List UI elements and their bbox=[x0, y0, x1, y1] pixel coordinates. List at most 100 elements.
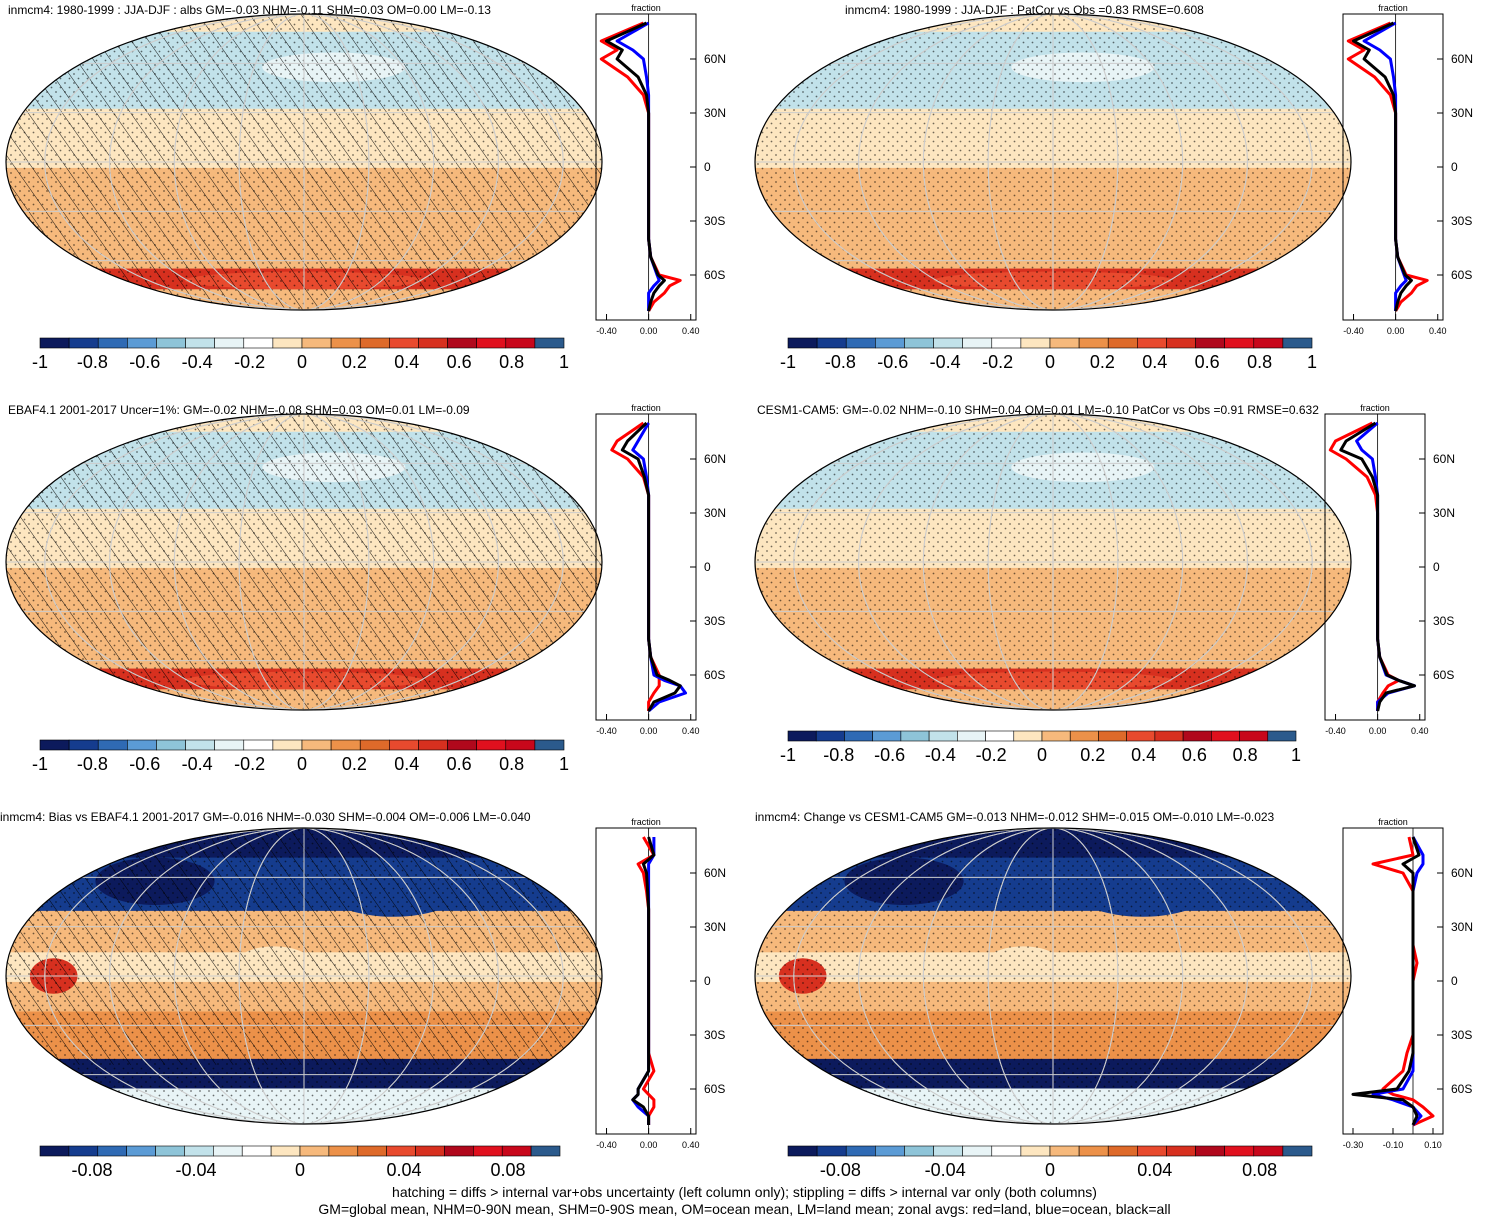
colorbar-tick-label: 0 bbox=[1045, 1160, 1055, 1180]
colorbar-swatch bbox=[788, 338, 817, 348]
colorbar-swatch bbox=[1050, 338, 1079, 348]
colorbar-swatch bbox=[477, 740, 506, 750]
map bbox=[755, 14, 1351, 311]
lat-tick-label: 0 bbox=[1451, 974, 1458, 988]
colorbar-tick-label: -0.2 bbox=[982, 352, 1013, 372]
x-tick-label: 0.40 bbox=[682, 1140, 700, 1150]
colorbar-swatch bbox=[156, 740, 185, 750]
zonal-xlabel: fraction bbox=[631, 817, 661, 827]
panel-title: EBAF4.1 2001-2017 Uncer=1%: GM=-0.02 NHM… bbox=[8, 403, 470, 417]
colorbar-swatch bbox=[156, 1146, 185, 1156]
lat-tick-label: 0 bbox=[704, 560, 711, 574]
colorbar-swatch bbox=[788, 1146, 817, 1156]
lat-tick-label: 60S bbox=[704, 1082, 725, 1096]
panel-4: CESM1-CAM5: GM=-0.02 NHM=-0.10 SHM=0.04 … bbox=[755, 403, 1455, 765]
zonal-plot-frame bbox=[1343, 14, 1443, 320]
lat-tick-label: 60N bbox=[1433, 452, 1455, 466]
lat-tick-label: 60S bbox=[1451, 268, 1472, 282]
colorbar-swatch bbox=[302, 338, 331, 348]
colorbar-tick-label: 1 bbox=[559, 754, 569, 774]
map bbox=[6, 828, 602, 1125]
zonal-xlabel: fraction bbox=[631, 403, 661, 413]
colorbar-tick-label: -1 bbox=[32, 352, 48, 372]
x-tick-label: 0.10 bbox=[1424, 1140, 1442, 1150]
lat-tick-label: 30N bbox=[704, 506, 726, 520]
lat-tick-label: 30S bbox=[704, 614, 725, 628]
colorbar-swatch bbox=[817, 1146, 846, 1156]
colorbar-swatch bbox=[302, 740, 331, 750]
colorbar-swatch bbox=[1254, 1146, 1283, 1156]
map bbox=[6, 14, 602, 311]
lat-tick-label: 60N bbox=[704, 866, 726, 880]
colorbar-swatch bbox=[444, 1146, 473, 1156]
x-tick-label: -0.40 bbox=[1325, 726, 1346, 736]
colorbar-tick-label: 0 bbox=[1045, 352, 1055, 372]
zonal-series-ocean bbox=[1373, 837, 1423, 1125]
colorbar-swatch bbox=[127, 740, 156, 750]
colorbar-swatch bbox=[963, 338, 992, 348]
colorbar-tick-label: -0.08 bbox=[820, 1160, 861, 1180]
lat-tick-label: 60S bbox=[1451, 1082, 1472, 1096]
colorbar-swatch bbox=[992, 1146, 1021, 1156]
colorbar-tick-label: 1 bbox=[1291, 745, 1301, 765]
colorbar-swatch bbox=[329, 1146, 358, 1156]
lat-tick-label: 30S bbox=[1451, 1028, 1472, 1042]
x-tick-label: 0.00 bbox=[640, 726, 658, 736]
colorbar-swatch bbox=[1070, 731, 1098, 741]
colorbar-swatch bbox=[273, 338, 302, 348]
panel-3: EBAF4.1 2001-2017 Uncer=1%: GM=-0.02 NHM… bbox=[6, 403, 726, 774]
colorbar-swatch bbox=[934, 338, 963, 348]
colorbar-swatch bbox=[127, 338, 156, 348]
colorbar-tick-label: -0.8 bbox=[77, 352, 108, 372]
colorbar-tick-label: -0.04 bbox=[175, 1160, 216, 1180]
colorbar-swatch bbox=[360, 740, 389, 750]
colorbar-swatch bbox=[502, 1146, 531, 1156]
colorbar-tick-label: 0.2 bbox=[1090, 352, 1115, 372]
zonal-series-all bbox=[1353, 837, 1419, 1125]
colorbar-swatch bbox=[389, 338, 418, 348]
colorbar-swatch bbox=[358, 1146, 387, 1156]
colorbar-swatch bbox=[1014, 731, 1042, 741]
colorbar-tick-label: -1 bbox=[32, 754, 48, 774]
lat-tick-label: 60N bbox=[1451, 866, 1473, 880]
colorbar-swatch bbox=[1042, 731, 1070, 741]
colorbar-tick-label: 0.2 bbox=[1080, 745, 1105, 765]
zonal-series-land bbox=[601, 23, 680, 311]
colorbar-swatch bbox=[387, 1146, 416, 1156]
colorbar-tick-label: 0.6 bbox=[1182, 745, 1207, 765]
colorbar-tick-label: 0.08 bbox=[1242, 1160, 1277, 1180]
x-tick-label: 0.40 bbox=[1429, 326, 1447, 336]
map bbox=[6, 414, 602, 711]
colorbar-swatch bbox=[271, 1146, 300, 1156]
colorbar-swatch bbox=[186, 740, 215, 750]
lat-tick-label: 60N bbox=[704, 52, 726, 66]
panel-6: inmcm4: Change vs CESM1-CAM5 GM=-0.013 N… bbox=[755, 810, 1473, 1180]
colorbar-swatch bbox=[1021, 1146, 1050, 1156]
colorbar-tick-label: 0 bbox=[297, 352, 307, 372]
x-tick-label: 0.00 bbox=[1369, 726, 1387, 736]
x-tick-label: 0.00 bbox=[640, 326, 658, 336]
colorbar-swatch bbox=[40, 740, 69, 750]
colorbar-swatch bbox=[156, 338, 185, 348]
colorbar-swatch bbox=[1127, 731, 1155, 741]
zonal-series-all bbox=[607, 23, 665, 311]
colorbar-swatch bbox=[448, 740, 477, 750]
lat-tick-label: 30N bbox=[704, 106, 726, 120]
colorbar-tick-label: -0.4 bbox=[930, 352, 961, 372]
colorbar-tick-label: 0.6 bbox=[447, 352, 472, 372]
colorbar-swatch bbox=[1137, 1146, 1166, 1156]
colorbar-tick-label: 0.2 bbox=[342, 352, 367, 372]
colorbar-swatch bbox=[98, 740, 127, 750]
colorbar-tick-label: -0.6 bbox=[129, 352, 160, 372]
colorbar-tick-label: 0.04 bbox=[1137, 1160, 1172, 1180]
colorbar-swatch bbox=[69, 1146, 98, 1156]
colorbar-tick-label: -0.8 bbox=[823, 745, 854, 765]
colorbar-tick-label: -0.6 bbox=[129, 754, 160, 774]
colorbar-tick-label: 0.4 bbox=[394, 352, 419, 372]
panel-1: inmcm4: 1980-1999 : JJA-DJF : albs GM=-0… bbox=[6, 3, 726, 372]
panel-5: inmcm4: Bias vs EBAF4.1 2001-2017 GM=-0.… bbox=[0, 810, 726, 1180]
